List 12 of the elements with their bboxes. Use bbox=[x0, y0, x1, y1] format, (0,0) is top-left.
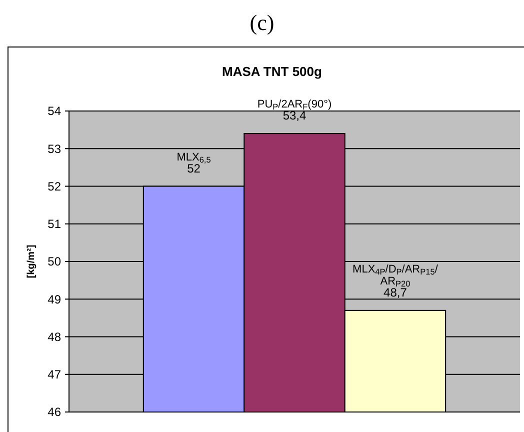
y-tick-label: 54 bbox=[48, 104, 62, 118]
y-axis-title: [kg/m²] bbox=[26, 244, 37, 278]
y-tick-label: 47 bbox=[48, 368, 62, 382]
y-tick-label: 51 bbox=[48, 217, 62, 232]
chart-title: MASA TNT 500g bbox=[222, 64, 322, 79]
y-tick-label: 53 bbox=[48, 142, 62, 156]
y-tick-label: 48 bbox=[48, 330, 62, 344]
y-tick-label: 46 bbox=[48, 405, 62, 420]
y-tick-label: 49 bbox=[48, 292, 62, 306]
y-tick-label: 52 bbox=[48, 179, 62, 194]
y-tick-label: 50 bbox=[48, 254, 62, 269]
text: (c) bbox=[250, 10, 274, 35]
